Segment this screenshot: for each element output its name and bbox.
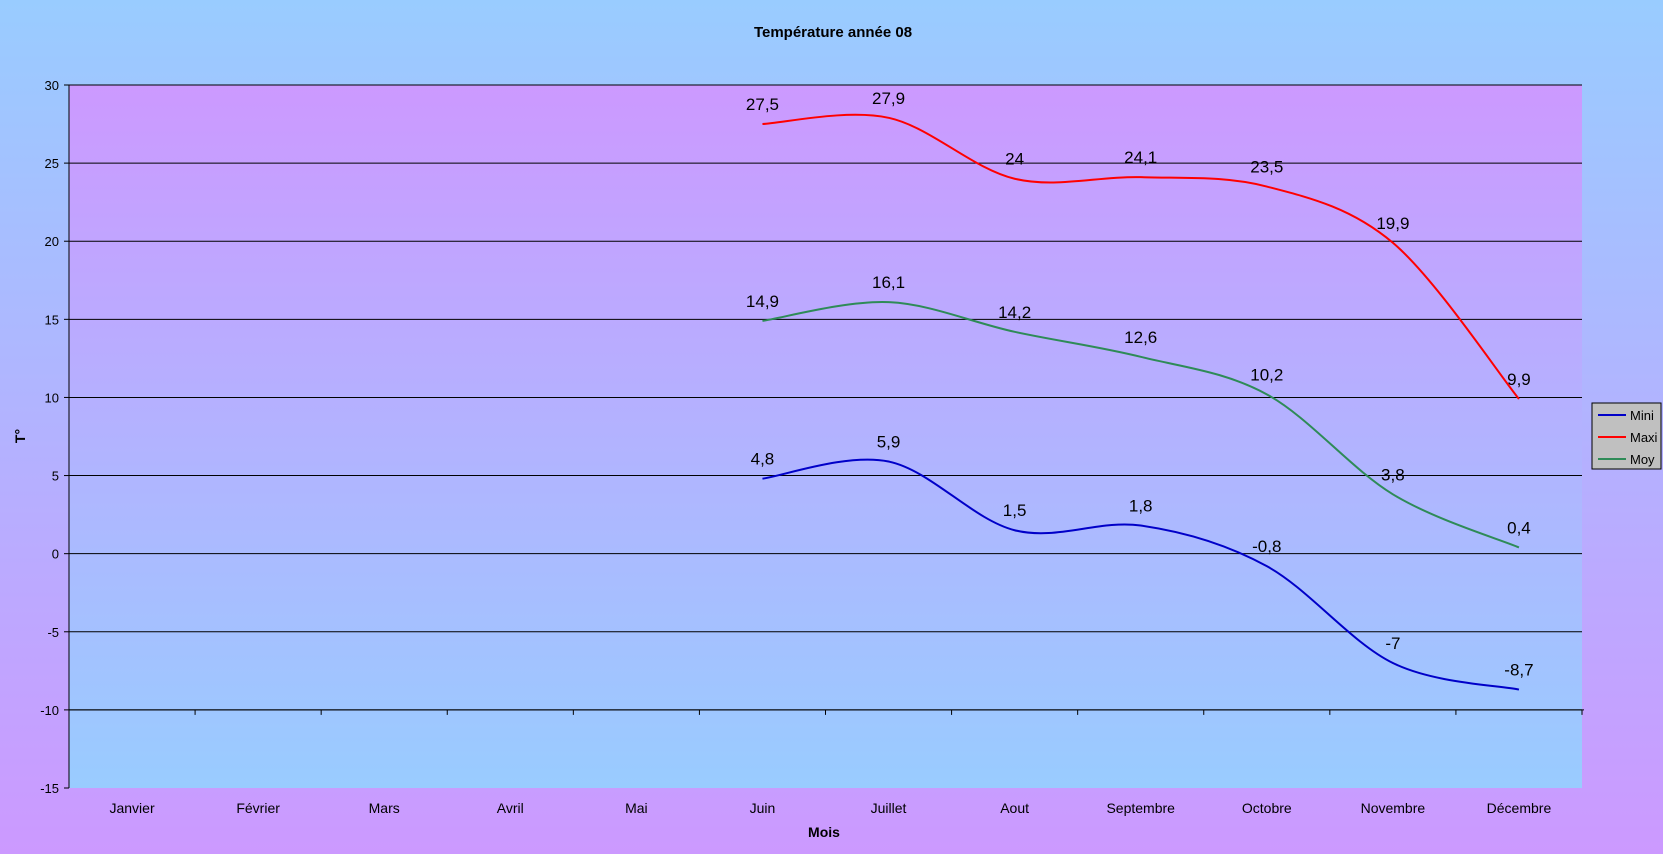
x-tick-label: Juin <box>750 800 776 816</box>
y-tick-label: 15 <box>45 312 59 327</box>
data-label-maxi: 9,9 <box>1507 370 1531 389</box>
axes <box>64 84 1584 789</box>
x-tick-label: Novembre <box>1361 800 1426 816</box>
plot-area <box>69 85 1582 788</box>
data-label-moy: 10,2 <box>1250 365 1283 384</box>
data-label-mini: -7 <box>1385 634 1400 653</box>
x-tick-label: Avril <box>497 800 524 816</box>
x-axis-title: Mois <box>808 824 840 840</box>
y-tick-labels: 30 25 20 15 10 5 0 -5 -10 -15 <box>40 78 59 796</box>
data-label-moy: 3,8 <box>1381 465 1405 484</box>
y-tick-label: -15 <box>40 781 59 796</box>
series-line-moy <box>762 301 1520 549</box>
data-label-mini: 1,8 <box>1129 497 1153 516</box>
data-label-moy: 12,6 <box>1124 328 1157 347</box>
chart-title: Température année 08 <box>754 24 912 41</box>
series-line-maxi <box>762 113 1520 400</box>
data-label-moy: 14,2 <box>998 303 1031 322</box>
legend-label-moy: Moy <box>1630 452 1655 467</box>
x-tick-label: Février <box>236 800 280 816</box>
data-label-moy: 16,1 <box>872 273 905 292</box>
series-line-mini <box>762 458 1520 691</box>
data-label-maxi: 27,5 <box>746 95 779 114</box>
data-labels: 4,8 5,9 1,5 1,8 -0,8 -7 -8,7 27,5 27,9 24 24,1 23,5… <box>746 89 1534 680</box>
data-label-mini: 1,5 <box>1003 501 1027 520</box>
y-tick-label: 30 <box>45 78 59 93</box>
series-lines <box>762 113 1520 691</box>
y-tick-label: 0 <box>52 547 59 562</box>
legend: Mini Maxi Moy <box>1591 402 1662 470</box>
data-label-moy: 14,9 <box>746 292 779 311</box>
x-tick-label: Septembre <box>1106 800 1175 816</box>
x-tick-label: Juillet <box>871 800 907 816</box>
data-label-maxi: 24,1 <box>1124 148 1157 167</box>
y-tick-label: 20 <box>45 234 59 249</box>
y-axis-title: T° <box>12 429 28 443</box>
y-tick-label: 10 <box>45 390 59 405</box>
data-label-maxi: 27,9 <box>872 89 905 108</box>
y-tick-label: -10 <box>40 703 59 718</box>
x-tick-label: Mars <box>369 800 400 816</box>
x-tick-label: Octobre <box>1242 800 1292 816</box>
legend-label-mini: Mini <box>1630 408 1654 423</box>
data-label-mini: -0,8 <box>1252 537 1281 556</box>
x-tick-labels: Janvier Février Mars Avril Mai Juin Juillet Aou… <box>109 800 1551 816</box>
x-tick-label: Janvier <box>109 800 154 816</box>
y-tick-label: -5 <box>47 625 59 640</box>
data-label-maxi: 23,5 <box>1250 158 1283 177</box>
data-label-moy: 0,4 <box>1507 518 1531 537</box>
x-tick-label: Mai <box>625 800 648 816</box>
y-tick-label: 25 <box>45 156 59 171</box>
x-tick-label: Décembre <box>1487 800 1552 816</box>
data-label-maxi: 19,9 <box>1376 214 1409 233</box>
legend-label-maxi: Maxi <box>1630 430 1658 445</box>
y-tick-label: 5 <box>52 469 59 484</box>
data-label-maxi: 24 <box>1005 150 1024 169</box>
data-label-mini: -8,7 <box>1504 661 1533 680</box>
data-label-mini: 5,9 <box>877 432 901 451</box>
data-label-mini: 4,8 <box>751 450 775 469</box>
x-tick-label: Aout <box>1000 800 1029 816</box>
